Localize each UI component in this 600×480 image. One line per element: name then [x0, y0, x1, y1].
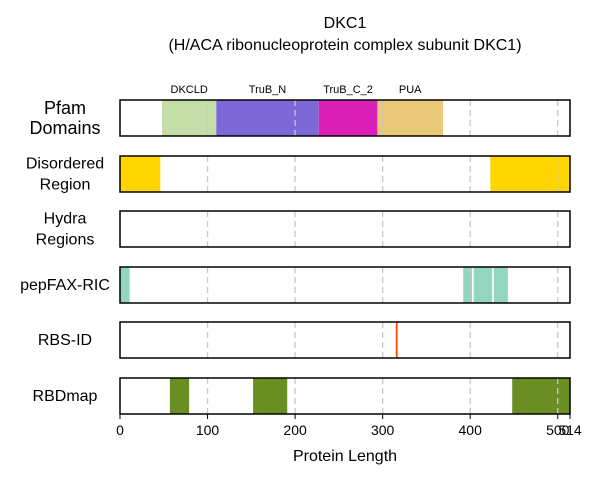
row-label: RBS-ID: [38, 332, 92, 349]
x-tick-label: 300: [371, 422, 395, 438]
row-label: RBDmap: [33, 388, 98, 405]
domain-label: PUA: [399, 84, 422, 96]
x-tick-label: 200: [283, 422, 307, 438]
track-segment: [169, 378, 190, 414]
row-label: Hydra: [44, 211, 87, 228]
row-label: Domains: [29, 118, 100, 138]
track-segment: [490, 156, 570, 192]
track-segment: [253, 378, 288, 414]
track-row: RBDmap: [33, 377, 571, 415]
track-segment: [377, 100, 444, 136]
row-label: Pfam: [44, 98, 86, 118]
chart-title-line2: (H/ACA ribonucleoprotein complex subunit…: [168, 37, 521, 54]
x-tick-label: 500: [546, 422, 570, 438]
track-frame: [119, 99, 571, 137]
x-tick-label: 400: [459, 422, 483, 438]
track-frame: [119, 321, 571, 359]
track-segment: [120, 156, 161, 192]
track-row: Hydra Regions: [36, 210, 571, 249]
track-frame: [119, 266, 571, 304]
track-segment: [493, 267, 508, 303]
domain-label: TruB_C_2: [323, 84, 373, 96]
chart-title-line1: DKC1: [324, 15, 367, 32]
x-tick-label: 514: [558, 422, 582, 438]
track-segment: [473, 267, 493, 303]
row-label: pepFAX-RIC: [20, 277, 110, 294]
track-frame: [119, 210, 571, 248]
track-segment: [318, 100, 378, 136]
track-segment: [120, 267, 130, 303]
track-row: RBS-ID: [38, 321, 571, 359]
domain-label: DKCLD: [171, 84, 208, 96]
row-label: Region: [40, 177, 91, 194]
row-label: Regions: [36, 232, 95, 249]
x-tick-label: 0: [116, 422, 124, 438]
track-row: Disordered Region: [26, 155, 571, 194]
domain-label: TruB_N: [249, 84, 287, 96]
track-frame: [119, 155, 571, 193]
x-axis-title: Protein Length: [293, 448, 397, 465]
x-tick-label: 100: [196, 422, 220, 438]
track-frame: [119, 377, 571, 415]
track-segment: [395, 322, 398, 358]
track-segment: [512, 378, 570, 414]
row-label: Disordered: [26, 156, 104, 173]
track-segment: [216, 100, 319, 136]
track-segment: [463, 267, 472, 303]
track-row: pepFAX-RIC: [20, 266, 571, 304]
